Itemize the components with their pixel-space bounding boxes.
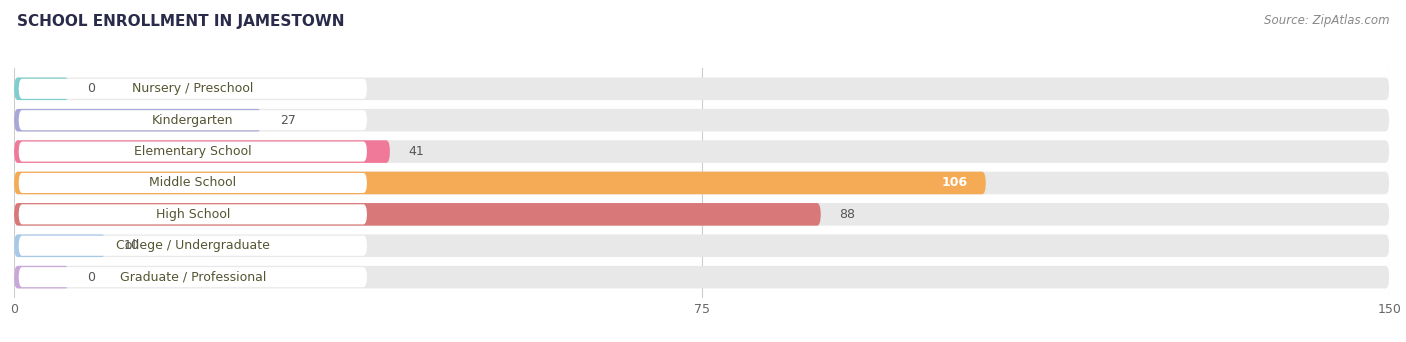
FancyBboxPatch shape — [18, 142, 367, 162]
FancyBboxPatch shape — [14, 203, 821, 226]
Text: Middle School: Middle School — [149, 176, 236, 189]
FancyBboxPatch shape — [14, 266, 1389, 288]
Text: Source: ZipAtlas.com: Source: ZipAtlas.com — [1264, 14, 1389, 27]
Text: 0: 0 — [87, 82, 96, 95]
Text: Graduate / Professional: Graduate / Professional — [120, 271, 266, 284]
FancyBboxPatch shape — [18, 267, 367, 287]
Text: 0: 0 — [87, 271, 96, 284]
FancyBboxPatch shape — [14, 172, 986, 194]
FancyBboxPatch shape — [14, 140, 1389, 163]
Text: SCHOOL ENROLLMENT IN JAMESTOWN: SCHOOL ENROLLMENT IN JAMESTOWN — [17, 14, 344, 29]
FancyBboxPatch shape — [18, 236, 367, 256]
FancyBboxPatch shape — [14, 109, 1389, 131]
Text: 88: 88 — [839, 208, 855, 221]
FancyBboxPatch shape — [18, 79, 367, 99]
Text: Kindergarten: Kindergarten — [152, 114, 233, 127]
FancyBboxPatch shape — [18, 110, 367, 130]
FancyBboxPatch shape — [14, 109, 262, 131]
Text: 106: 106 — [941, 176, 967, 189]
FancyBboxPatch shape — [14, 266, 69, 288]
FancyBboxPatch shape — [14, 78, 1389, 100]
FancyBboxPatch shape — [14, 235, 105, 257]
FancyBboxPatch shape — [14, 78, 69, 100]
Text: 10: 10 — [124, 239, 141, 252]
Text: High School: High School — [156, 208, 231, 221]
FancyBboxPatch shape — [14, 203, 1389, 226]
FancyBboxPatch shape — [14, 235, 1389, 257]
Text: Elementary School: Elementary School — [134, 145, 252, 158]
FancyBboxPatch shape — [14, 140, 389, 163]
FancyBboxPatch shape — [18, 204, 367, 224]
FancyBboxPatch shape — [14, 172, 1389, 194]
Text: 41: 41 — [408, 145, 425, 158]
Text: 27: 27 — [280, 114, 295, 127]
Text: College / Undergraduate: College / Undergraduate — [115, 239, 270, 252]
FancyBboxPatch shape — [18, 173, 367, 193]
Text: Nursery / Preschool: Nursery / Preschool — [132, 82, 253, 95]
